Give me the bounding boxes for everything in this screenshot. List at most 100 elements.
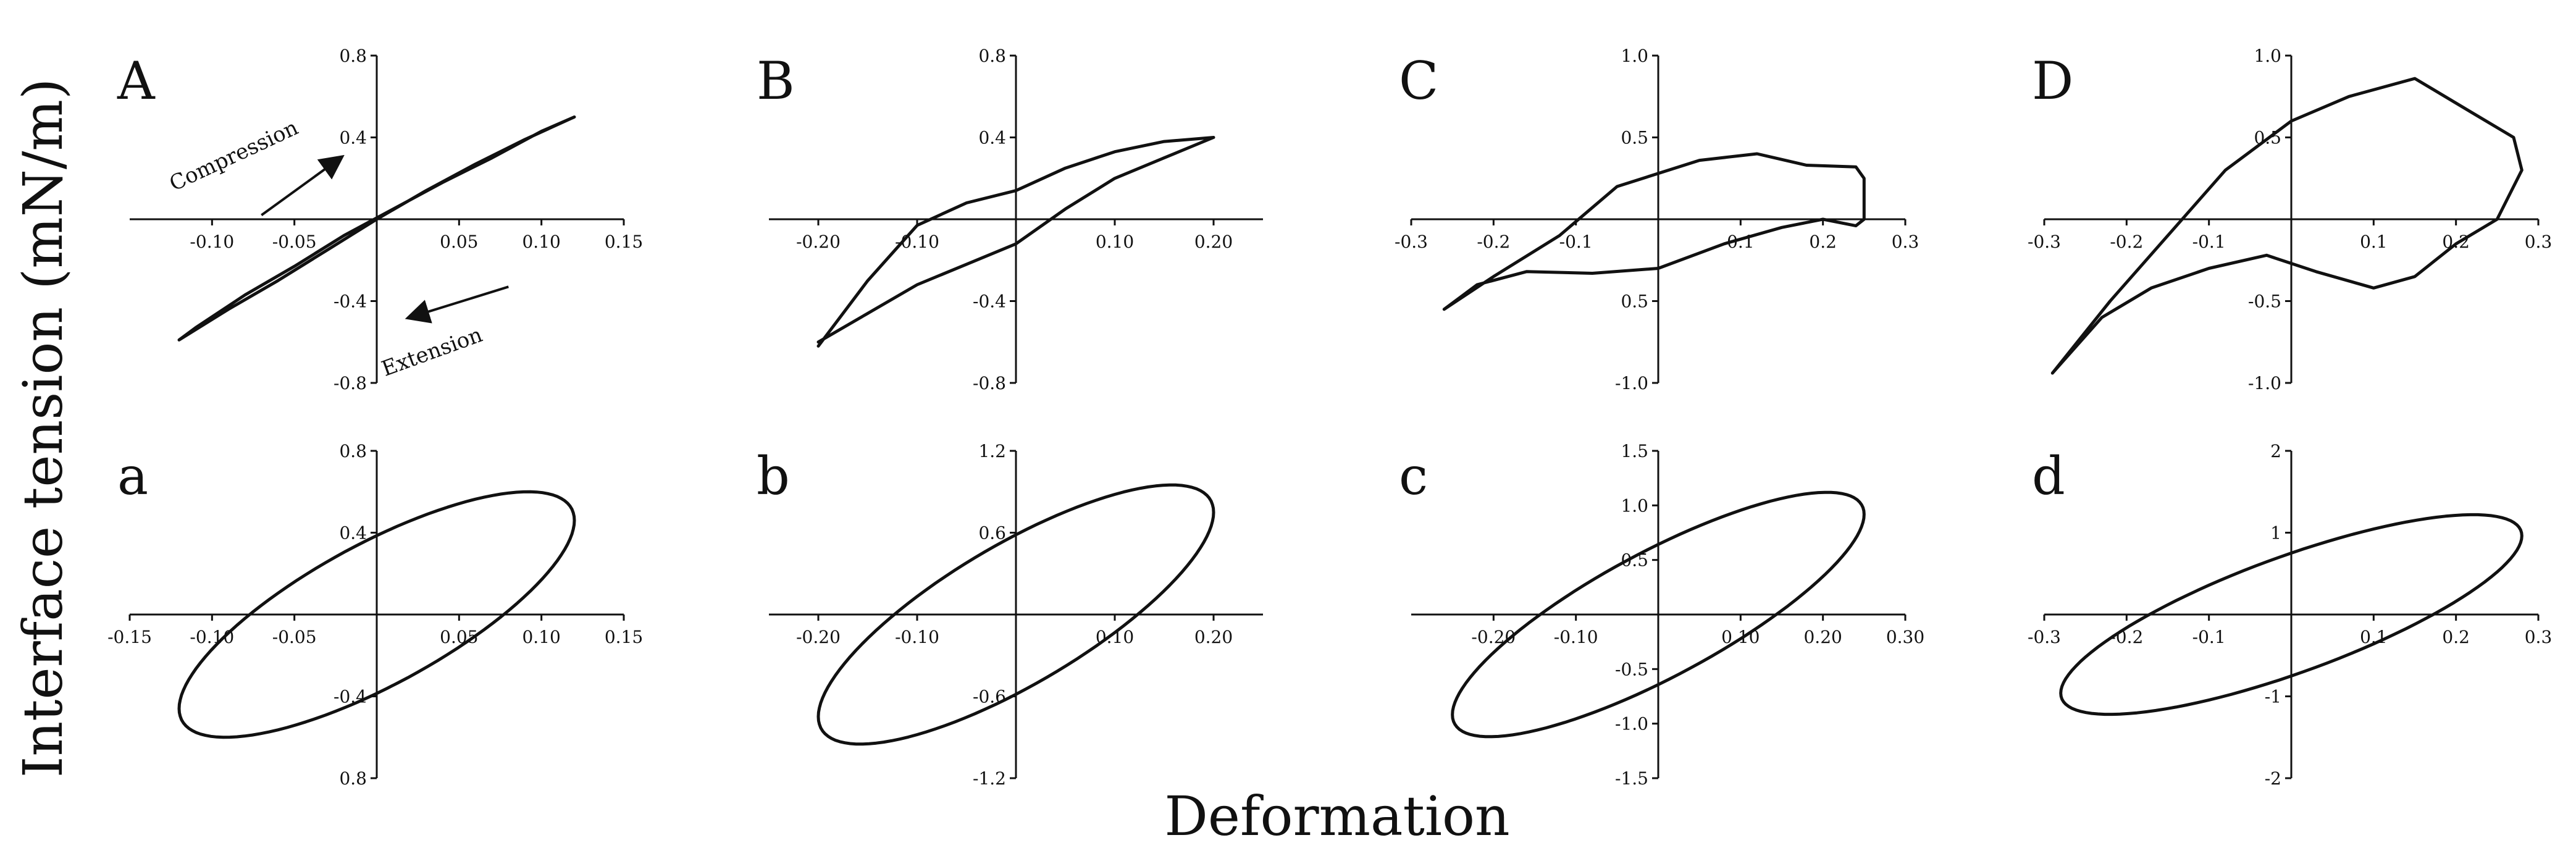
x-tick-label: -0.10 — [1554, 627, 1598, 647]
x-tick-label: -0.2 — [1477, 232, 1510, 252]
panel-c: c-0.20 -0.10 0.10 0.20 0.301.51.00.5-0.5-1.0… — [1399, 441, 1924, 789]
y-tick-label: -1 — [2265, 687, 2281, 707]
y-tick-label: 0.8 — [339, 768, 367, 789]
x-tick-label: 0.10 — [522, 232, 560, 252]
y-tick-label: 0.5 — [1621, 128, 1648, 148]
series-line — [816, 483, 1215, 746]
x-tick-label: 0.3 — [2525, 232, 2553, 252]
x-tick-label: 0.3 — [2525, 627, 2553, 647]
y-tick-label: 0.4 — [978, 128, 1006, 148]
panel-B: B-0.20 -0.10 0.10 0.200.80.4-0.4-0.8 — [757, 46, 1263, 393]
panel-D: D-0.3 -0.2 -0.1 0.1 0.2 0.31.00.5-0.5-1.0 — [2028, 46, 2552, 393]
x-tick-label: -0.15 — [107, 627, 152, 647]
y-tick-label: -2 — [2265, 768, 2281, 789]
x-tick-label: 0.30 — [1886, 627, 1924, 647]
x-axis-label: Deformation — [1164, 784, 1509, 848]
extension-arrow — [405, 285, 509, 324]
panel-letter: B — [757, 51, 795, 111]
y-tick-label: 0.5 — [1621, 292, 1648, 312]
y-tick-label: -0.8 — [973, 373, 1006, 393]
panel-letter: D — [2032, 51, 2073, 111]
panel-letter: a — [117, 446, 148, 506]
panel-C: C-0.3 -0.2 -0.1 0.1 0.2 0.31.00.50.5-1.0 — [1395, 46, 1919, 393]
x-tick-label: 0.05 — [440, 232, 478, 252]
x-tick-label: -0.3 — [2028, 232, 2061, 252]
y-tick-label: -0.4 — [334, 292, 367, 312]
series-line — [177, 490, 576, 739]
y-tick-label: -0.4 — [973, 292, 1006, 312]
compression-arrow — [261, 154, 345, 216]
y-tick-label: 0.4 — [339, 128, 367, 148]
x-tick-label: 0.2 — [1809, 232, 1837, 252]
y-tick-label: 2 — [2270, 441, 2281, 461]
x-tick-label: -0.3 — [2028, 627, 2061, 647]
panels: A -0.10 -0.05 0.05 0.10 0.15 0.8 0.4 -0.4 -0.8 Com… — [107, 46, 2552, 789]
x-tick-label: 0.10 — [522, 627, 560, 647]
annotation-extension: Extension — [379, 322, 486, 382]
y-tick-label: -1.2 — [973, 768, 1006, 789]
x-tick-label: -0.2 — [2110, 627, 2143, 647]
y-tick-label: -1.0 — [1615, 714, 1648, 734]
y-tick-label: 1.0 — [1621, 46, 1648, 66]
x-tick-label: -0.1 — [2192, 232, 2226, 252]
x-tick-label: -0.20 — [1471, 627, 1516, 647]
annotation-compression: Compression — [166, 115, 302, 196]
panel-letter: b — [757, 446, 790, 506]
x-tick-label: -0.3 — [1395, 232, 1428, 252]
y-tick-label: -1.0 — [1615, 373, 1648, 393]
panel-A: A -0.10 -0.05 0.05 0.10 0.15 0.8 0.4 -0.4 -0.8 Com… — [117, 46, 643, 393]
x-tick-label: 0.10 — [1096, 232, 1134, 252]
x-tick-label: -0.20 — [796, 627, 841, 647]
y-tick-label: 0.8 — [978, 46, 1006, 66]
y-tick-label: 1.0 — [2254, 46, 2281, 66]
y-tick-label: -0.5 — [1615, 659, 1648, 679]
panel-letter: d — [2032, 446, 2065, 506]
y-tick-label: -0.4 — [334, 687, 367, 707]
x-tick-label: 0.20 — [1194, 627, 1233, 647]
x-tick-label: 0.3 — [1892, 232, 1919, 252]
x-tick-label: 0.2 — [2442, 627, 2470, 647]
y-tick-label: 1.5 — [1621, 441, 1648, 461]
x-tick-label: 0.15 — [605, 232, 643, 252]
panel-a: a-0.15 -0.10 -0.05 0.05 0.10 0.150.80.4-0.40.… — [107, 441, 643, 789]
y-tick-label: -1.0 — [2248, 373, 2281, 393]
x-tick-label: -0.05 — [272, 232, 317, 252]
x-tick-label: -0.1 — [2192, 627, 2226, 647]
y-tick-label: 1.2 — [978, 441, 1006, 461]
y-tick-label: 1.0 — [1621, 495, 1648, 516]
x-tick-label: -0.05 — [272, 627, 317, 647]
x-tick-label: -0.10 — [190, 627, 234, 647]
x-tick-label: 0.2 — [2442, 232, 2470, 252]
x-tick-label: 0.1 — [2360, 232, 2388, 252]
series-line — [1442, 152, 1866, 311]
y-tick-label: 0.4 — [339, 523, 367, 543]
y-tick-label: -0.8 — [334, 373, 367, 393]
x-tick-label: 0.10 — [1096, 627, 1134, 647]
x-tick-label: 0.15 — [605, 627, 643, 647]
series-line — [2059, 513, 2524, 716]
x-tick-label: -0.10 — [190, 232, 234, 252]
x-tick-label: -0.1 — [1559, 232, 1593, 252]
x-tick-label: -0.20 — [796, 232, 841, 252]
panel-d: d-0.3 -0.2 -0.1 0.1 0.2 0.321-1-2 — [2028, 441, 2552, 789]
series-line — [2050, 77, 2524, 375]
y-tick-label: -0.6 — [973, 687, 1006, 707]
x-tick-label: -0.10 — [895, 627, 939, 647]
y-tick-label: 0.6 — [978, 523, 1006, 543]
y-axis-label: Interface tension (mN/m) — [11, 78, 75, 778]
y-tick-label: 0.8 — [339, 46, 367, 66]
y-tick-label: -1.5 — [1615, 768, 1648, 789]
panel-letter: c — [1399, 446, 1428, 506]
x-tick-label: -0.2 — [2110, 232, 2143, 252]
x-tick-label: 0.20 — [1194, 232, 1233, 252]
series-line — [177, 115, 576, 342]
panel-letter: A — [117, 51, 156, 111]
panel-b: b -0.20 -0.10 0.10 0.20 1.2 0.6 -0.6 -1.2 — [757, 441, 1263, 789]
y-tick-label: 1 — [2270, 523, 2281, 543]
series-line — [1451, 490, 1866, 739]
panel-letter: C — [1399, 51, 1438, 111]
series-line — [816, 136, 1215, 348]
y-tick-label: 0.8 — [339, 441, 367, 461]
y-tick-label: -0.5 — [2248, 292, 2281, 312]
